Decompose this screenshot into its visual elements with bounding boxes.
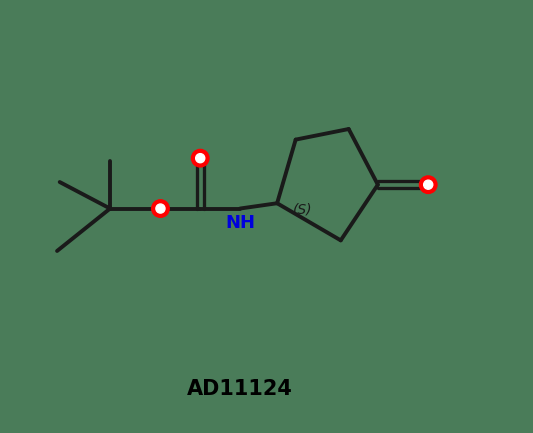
Circle shape — [156, 204, 165, 213]
Circle shape — [419, 176, 437, 194]
Text: AD11124: AD11124 — [187, 379, 293, 399]
Circle shape — [196, 154, 205, 163]
Circle shape — [191, 149, 209, 167]
Circle shape — [424, 180, 433, 189]
Text: (S): (S) — [293, 203, 312, 216]
Text: NH: NH — [225, 214, 255, 233]
Circle shape — [152, 200, 169, 217]
